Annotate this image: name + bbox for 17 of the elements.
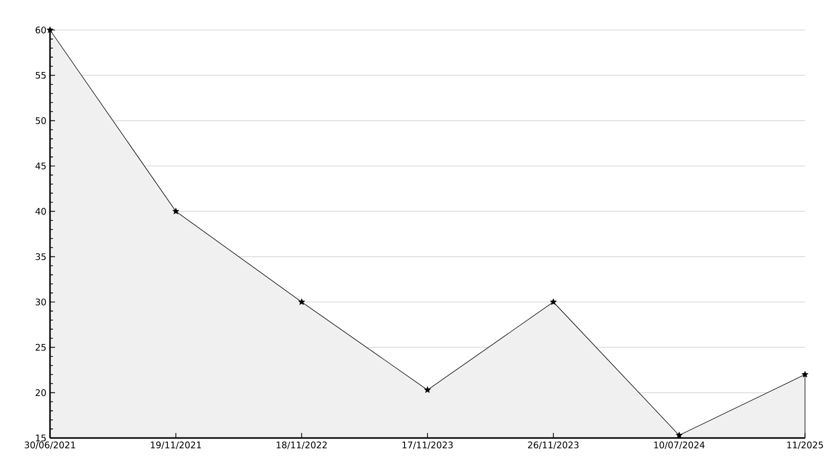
x-tick-label: 26/11/2023 bbox=[528, 442, 579, 450]
x-tick-label: 11/2025 bbox=[787, 442, 823, 450]
y-tick-label: 35 bbox=[36, 253, 46, 260]
y-tick-label: 50 bbox=[36, 117, 46, 124]
y-tick-label: 45 bbox=[35, 162, 46, 170]
x-tick-label: 17/11/2023 bbox=[402, 442, 453, 450]
y-tick-label: 55 bbox=[36, 72, 46, 79]
y-tick-label: 25 bbox=[36, 344, 46, 351]
x-tick-label: 18/11/2022 bbox=[276, 442, 327, 450]
x-tick-label: 19/11/2021 bbox=[150, 442, 201, 450]
y-tick-label: 15 bbox=[36, 434, 46, 442]
y-tick-label: 30 bbox=[36, 298, 46, 306]
y-tick-label: 60 bbox=[36, 26, 46, 34]
y-tick-label: 40 bbox=[35, 208, 46, 215]
x-tick-label: 10/07/2024 bbox=[654, 442, 705, 450]
x-tick-label: 30/06/2021 bbox=[24, 442, 76, 450]
y-tick-label: 20 bbox=[36, 389, 46, 396]
